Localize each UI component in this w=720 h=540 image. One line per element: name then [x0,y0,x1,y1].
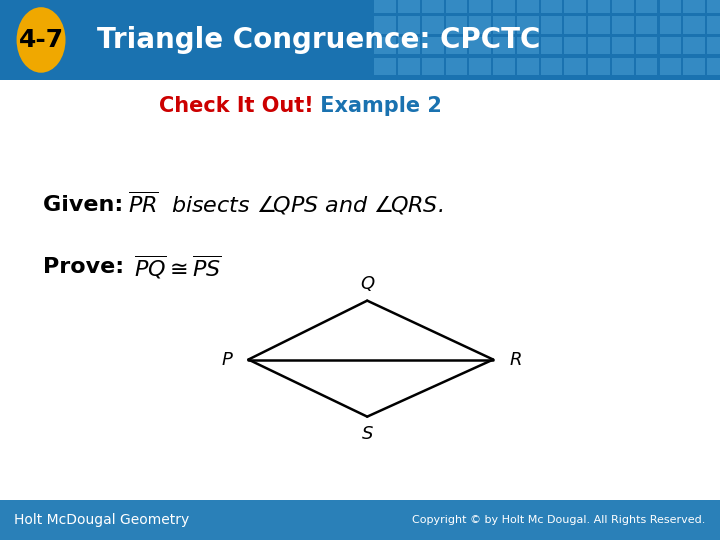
Bar [374,58,396,75]
Bar [683,58,705,75]
Bar [707,0,720,13]
Text: 4-7: 4-7 [19,28,63,52]
Bar [707,37,720,55]
Bar [564,0,586,13]
Bar [446,58,467,75]
Bar [683,16,705,33]
Ellipse shape [17,7,66,73]
Bar [446,0,467,13]
Bar [564,58,586,75]
Bar [517,58,539,75]
Bar [660,16,681,33]
Bar [493,16,515,33]
Text: Triangle Congruence: CPCTC: Triangle Congruence: CPCTC [97,26,541,54]
Bar [398,16,420,33]
Bar [422,16,444,33]
Bar [612,0,634,13]
Text: S: S [361,425,373,443]
Text: Q: Q [360,274,374,293]
Text: $\overline{PR}$: $\overline{PR}$ [128,192,159,218]
Bar [398,58,420,75]
Bar [469,37,491,55]
Bar [541,16,562,33]
Bar [707,58,720,75]
Text: Holt McDougal Geometry: Holt McDougal Geometry [14,513,189,526]
Bar [374,37,396,55]
Bar [469,16,491,33]
Bar [541,58,562,75]
Text: P: P [222,350,233,369]
Bar [612,58,634,75]
Bar [588,0,610,13]
Bar [422,37,444,55]
Bar [493,37,515,55]
Bar [493,0,515,13]
Bar [636,58,657,75]
Bar [564,37,586,55]
Bar [588,37,610,55]
Text: Copyright © by Holt Mc Dougal. All Rights Reserved.: Copyright © by Holt Mc Dougal. All Right… [413,515,706,525]
Bar [660,37,681,55]
Text: Given:: Given: [43,195,131,215]
Bar [564,16,586,33]
Bar [398,0,420,13]
Bar [517,37,539,55]
Bar [541,0,562,13]
Bar [446,37,467,55]
Text: bisects $\angle\!QPS$ and $\angle\!QRS$.: bisects $\angle\!QPS$ and $\angle\!QRS$. [164,193,444,217]
Bar [493,58,515,75]
Bar [374,0,396,13]
Bar [588,58,610,75]
Text: Check It Out!: Check It Out! [158,96,313,116]
Bar [541,37,562,55]
Bar [660,0,681,13]
Text: Prove:: Prove: [43,258,132,278]
Bar [517,16,539,33]
Text: Example 2: Example 2 [313,96,442,116]
Bar [683,37,705,55]
Bar [422,58,444,75]
Bar [469,0,491,13]
Bar [636,16,657,33]
Bar [636,37,657,55]
Text: $\overline{PQ} \cong \overline{PS}$: $\overline{PQ} \cong \overline{PS}$ [134,254,222,281]
Bar [422,0,444,13]
Bar [660,58,681,75]
Bar [612,16,634,33]
Bar [469,58,491,75]
Bar [707,16,720,33]
Bar [636,0,657,13]
Bar [612,37,634,55]
Text: R: R [509,350,521,369]
Bar [588,16,610,33]
Bar [683,0,705,13]
Bar [398,37,420,55]
Bar [374,16,396,33]
Bar [517,0,539,13]
Bar [446,16,467,33]
